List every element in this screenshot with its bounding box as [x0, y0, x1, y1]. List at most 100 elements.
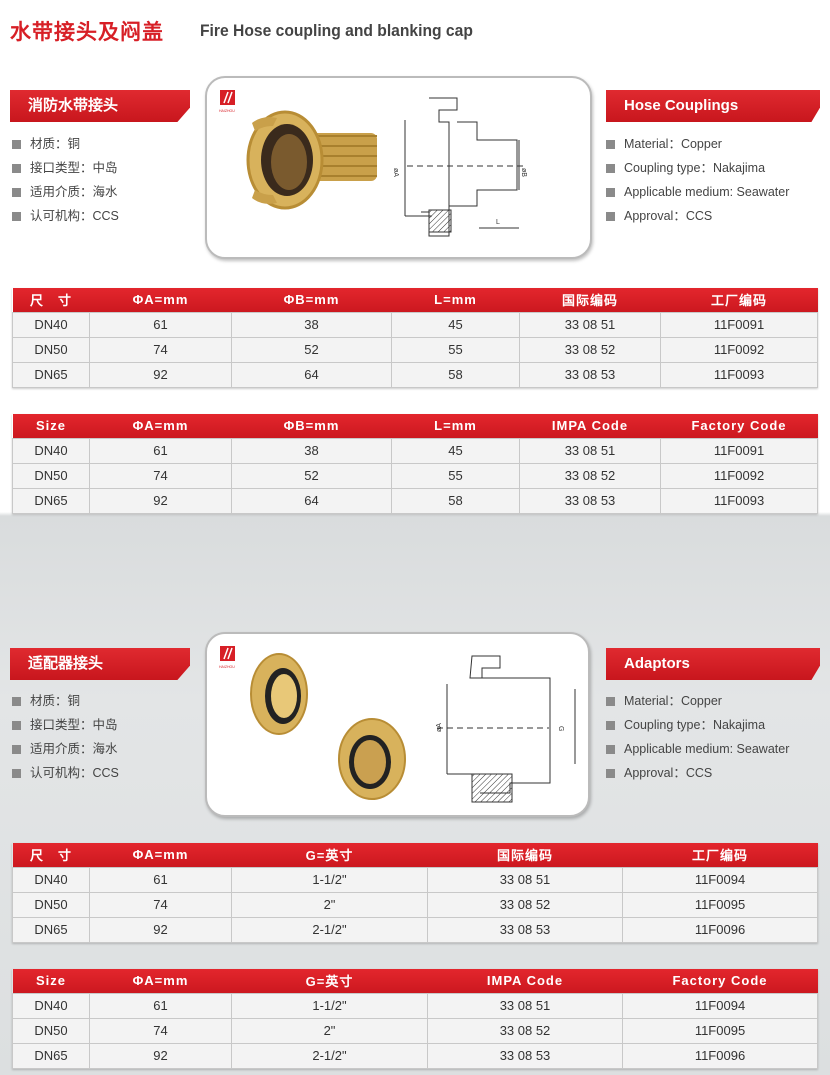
column-header: 尺 寸 — [12, 288, 90, 312]
column-header: IMPA Code — [427, 969, 623, 993]
table-cell: 45 — [391, 437, 520, 464]
svg-text:G: G — [557, 726, 564, 731]
technical-drawing: øA øB L — [392, 97, 527, 237]
table-cell: 1-1/2" — [231, 866, 428, 893]
svg-text:øA: øA — [436, 723, 443, 732]
spec-item: 接口类型：中岛 — [12, 713, 119, 737]
section-banner-cn: 消防水带接头 — [10, 90, 190, 122]
column-header: ΦB=mm — [231, 414, 392, 438]
page-title-cn: 水带接头及闷盖 — [10, 21, 164, 44]
bullet-icon — [12, 211, 21, 221]
table-cell: DN40 — [12, 311, 90, 338]
column-header: 尺 寸 — [12, 843, 90, 867]
column-header: Size — [12, 414, 90, 438]
table-row: DN40 61 38 45 33 08 51 11F0091 — [12, 311, 818, 338]
table-cell: DN50 — [12, 462, 90, 489]
spec-table-cn-1: 尺 寸 ΦA=mm ΦB=mm L=mm 国际编码 工厂编码 DN40 61 38 45 33 0… — [12, 288, 818, 388]
table-cell: 52 — [231, 336, 392, 363]
svg-text:L: L — [496, 219, 500, 226]
table-cell: 92 — [89, 916, 232, 943]
table-cell: 33 08 51 — [519, 437, 661, 464]
bullet-icon — [606, 211, 615, 221]
technical-drawing: øA G — [436, 655, 576, 803]
bullet-icon — [606, 187, 615, 197]
table-cell: 61 — [89, 992, 232, 1019]
table-row: DN40 61 1-1/2" 33 08 51 11F0094 — [12, 866, 818, 893]
table-cell: 64 — [231, 487, 392, 514]
table-cell: 33 08 52 — [427, 891, 623, 918]
table-cell: 52 — [231, 462, 392, 489]
table-cell: DN40 — [12, 992, 90, 1019]
table-cell: 45 — [391, 311, 520, 338]
spec-item: 适用介质：海水 — [12, 737, 119, 761]
spec-item: Material：Copper — [606, 132, 789, 156]
table-cell: 38 — [231, 311, 392, 338]
table-cell: 33 08 51 — [427, 866, 623, 893]
table-cell: DN40 — [12, 437, 90, 464]
column-header: ΦA=mm — [89, 288, 232, 312]
table-cell: DN65 — [12, 487, 90, 514]
brand-logo: HAIZHOU — [219, 646, 235, 669]
table-row: DN65 92 2-1/2" 33 08 53 11F0096 — [12, 916, 818, 943]
table-cell: 2-1/2" — [231, 1042, 428, 1069]
table-row: DN65 92 64 58 33 08 53 11F0093 — [12, 361, 818, 388]
column-header: Factory Code — [622, 969, 818, 993]
table-cell: 61 — [89, 866, 232, 893]
table-cell: 74 — [89, 891, 232, 918]
table-cell: DN65 — [12, 361, 90, 388]
svg-text:øB: øB — [520, 168, 527, 177]
table-cell: DN50 — [12, 336, 90, 363]
table-cell: 11F0095 — [622, 1017, 818, 1044]
bullet-icon — [12, 744, 21, 754]
table-row: DN50 74 52 55 33 08 52 11F0092 — [12, 336, 818, 363]
column-header: Size — [12, 969, 90, 993]
spec-item: Coupling type：Nakajima — [606, 713, 789, 737]
table-row: DN50 74 2" 33 08 52 11F0095 — [12, 1017, 818, 1044]
column-header: 国际编码 — [427, 843, 623, 867]
column-header: G=英寸 — [231, 843, 428, 867]
bullet-icon — [12, 163, 21, 173]
spec-table-en-2: Size ΦA=mm G=英寸 IMPA Code Factory Code DN40 6… — [12, 969, 818, 1069]
table-cell: 58 — [391, 487, 520, 514]
bullet-icon — [606, 163, 615, 173]
column-header: 工厂编码 — [660, 288, 818, 312]
column-header: ΦA=mm — [89, 843, 232, 867]
specs-list-cn: 材质：铜 接口类型：中岛 适用介质：海水 认可机构：CCS — [12, 132, 119, 228]
column-header: 国际编码 — [519, 288, 661, 312]
table-cell: 33 08 53 — [427, 916, 623, 943]
spec-item: 材质：铜 — [12, 132, 119, 156]
spec-item: Approval：CCS — [606, 204, 789, 228]
table-cell: 33 08 53 — [427, 1042, 623, 1069]
spec-item: 认可机构：CCS — [12, 204, 119, 228]
table-cell: 2" — [231, 891, 428, 918]
svg-text:HAIZHOU: HAIZHOU — [219, 665, 235, 669]
column-header: 工厂编码 — [622, 843, 818, 867]
table-cell: 61 — [89, 437, 232, 464]
table-cell: DN65 — [12, 1042, 90, 1069]
table-row: DN40 61 1-1/2" 33 08 51 11F0094 — [12, 992, 818, 1019]
table-row: DN65 92 2-1/2" 33 08 53 11F0096 — [12, 1042, 818, 1069]
product-image-box: HAIZHOU øA øB L — [205, 76, 592, 259]
spec-item: Applicable medium: Seawater — [606, 737, 789, 761]
column-header: L=mm — [391, 414, 520, 438]
section-banner-en: Hose Couplings — [606, 90, 820, 122]
bullet-icon — [12, 696, 21, 706]
page-title-en: Fire Hose coupling and blanking cap — [200, 21, 473, 40]
table-cell: DN65 — [12, 916, 90, 943]
table-cell: 2-1/2" — [231, 916, 428, 943]
table-cell: DN50 — [12, 1017, 90, 1044]
column-header: ΦA=mm — [89, 969, 232, 993]
spec-item: Applicable medium: Seawater — [606, 180, 789, 204]
table-cell: 11F0091 — [660, 311, 818, 338]
section-banner-en: Adaptors — [606, 648, 820, 680]
table-cell: 38 — [231, 437, 392, 464]
table-cell: 33 08 51 — [427, 992, 623, 1019]
table-cell: 11F0092 — [660, 336, 818, 363]
bullet-icon — [12, 768, 21, 778]
table-cell: 33 08 52 — [519, 336, 661, 363]
bullet-icon — [606, 720, 615, 730]
specs-list-cn: 材质：铜 接口类型：中岛 适用介质：海水 认可机构：CCS — [12, 689, 119, 785]
table-cell: 74 — [89, 1017, 232, 1044]
table-cell: 1-1/2" — [231, 992, 428, 1019]
column-header: Factory Code — [660, 414, 818, 438]
